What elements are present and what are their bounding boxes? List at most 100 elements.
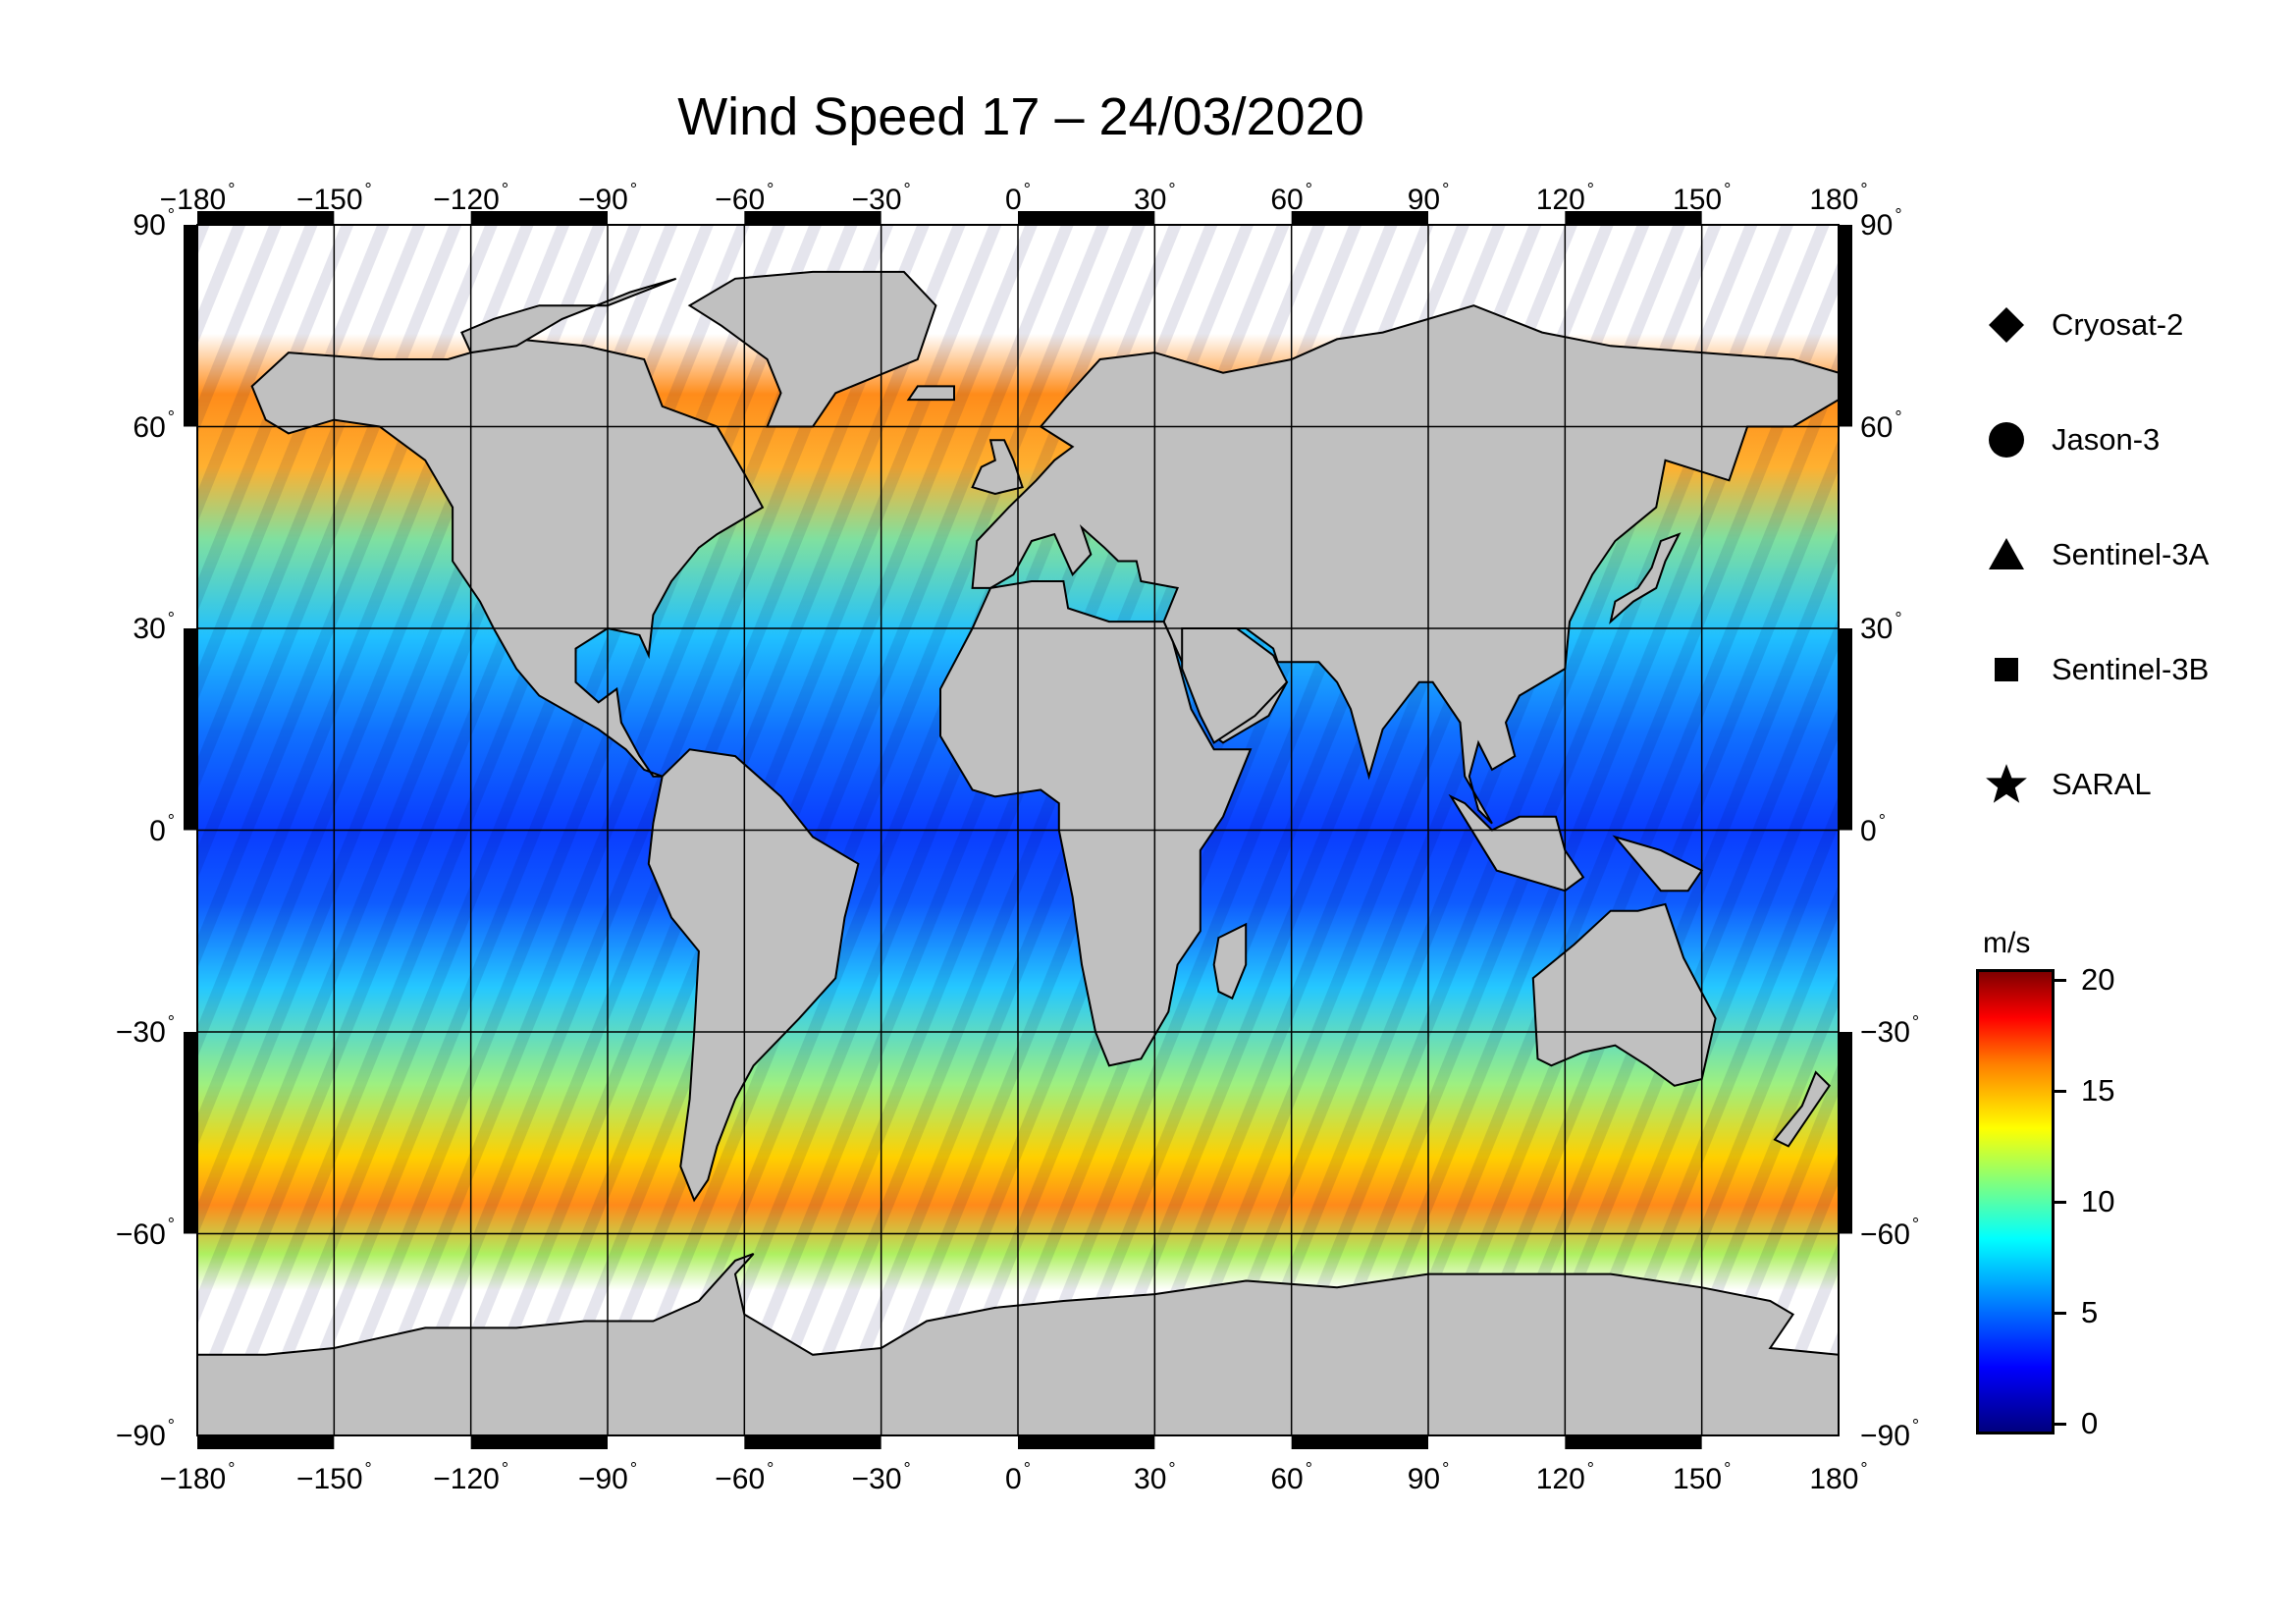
landmass-new-zealand bbox=[1773, 1070, 1831, 1148]
colorbar-tick-mark bbox=[2055, 1312, 2066, 1315]
longitude-label: −60 ° bbox=[715, 1459, 774, 1495]
legend-label: SARAL bbox=[2052, 767, 2152, 801]
longitude-label: −150 ° bbox=[295, 180, 372, 216]
frame-bar bbox=[184, 628, 197, 831]
colorbar-tick-mark bbox=[2055, 1201, 2066, 1204]
chart-title: Wind Speed 17 – 24/03/2020 bbox=[677, 87, 1364, 146]
colorbar-unit: m/s bbox=[1983, 927, 2031, 959]
landmass-eurasia bbox=[971, 304, 1839, 825]
longitude-label: 0 ° bbox=[1005, 180, 1031, 216]
longitude-label: 90 ° bbox=[1407, 1459, 1450, 1495]
colorbar-tick-label: 5 bbox=[2081, 1295, 2099, 1329]
legend-label: Jason-3 bbox=[2052, 422, 2161, 457]
graticule bbox=[197, 225, 1839, 1435]
frame-bar bbox=[197, 211, 335, 225]
latitude-label: −30 ° bbox=[115, 1012, 175, 1049]
longitude-label: −180 ° bbox=[159, 180, 236, 216]
landmass-iceland bbox=[906, 385, 955, 402]
legend-label: Sentinel-3A bbox=[2052, 537, 2210, 571]
frame-bar bbox=[1839, 628, 1852, 831]
latitude-label: 30 ° bbox=[133, 609, 175, 645]
frame-bar bbox=[1839, 1032, 1852, 1234]
frame-bar bbox=[1018, 211, 1155, 225]
diamond-icon bbox=[1983, 301, 2030, 349]
longitude-label: 150 ° bbox=[1673, 1459, 1732, 1495]
longitude-label: 150 ° bbox=[1673, 180, 1732, 216]
longitude-label: 30 ° bbox=[1134, 1459, 1176, 1495]
longitude-label: 90 ° bbox=[1407, 180, 1450, 216]
triangle-icon bbox=[1983, 531, 2030, 578]
colorbar-tick-label: 10 bbox=[2081, 1184, 2115, 1218]
frame-bar bbox=[184, 1032, 197, 1234]
longitude-label: 180 ° bbox=[1809, 1459, 1868, 1495]
latitude-label: 0 ° bbox=[149, 810, 175, 847]
colorbar-tick-label: 20 bbox=[2081, 962, 2115, 997]
frame-bar bbox=[1291, 211, 1428, 225]
legend-label: Cryosat-2 bbox=[2052, 307, 2184, 342]
latitude-label: 60 ° bbox=[1860, 406, 1902, 444]
square-icon bbox=[1983, 646, 2030, 693]
landmass-arctic-islands bbox=[460, 277, 677, 354]
colorbar bbox=[1976, 969, 2055, 1434]
landmass-new-guinea bbox=[1612, 835, 1704, 893]
frame-bar bbox=[184, 225, 197, 427]
longitude-label: 30 ° bbox=[1134, 180, 1176, 216]
frame-bar bbox=[1018, 1435, 1155, 1449]
legend-item: Sentinel-3A bbox=[1983, 530, 2209, 579]
legend-label: Sentinel-3B bbox=[2052, 652, 2210, 686]
longitude-label: −120 ° bbox=[433, 180, 509, 216]
longitude-label: −90 ° bbox=[577, 180, 638, 216]
longitude-label: 60 ° bbox=[1270, 180, 1312, 216]
frame-bar bbox=[1565, 211, 1702, 225]
colorbar-tick-mark bbox=[2055, 1423, 2066, 1426]
longitude-label: 0 ° bbox=[1005, 1459, 1031, 1495]
landmass-british-isles bbox=[971, 439, 1024, 496]
latitude-label: −30 ° bbox=[1860, 1012, 1920, 1049]
latitude-label: −90 ° bbox=[115, 1416, 175, 1452]
colorbar-tick-mark bbox=[2055, 1090, 2066, 1093]
legend-item: Sentinel-3B bbox=[1983, 645, 2209, 694]
landmass-japan bbox=[1609, 532, 1682, 624]
frame-bar bbox=[744, 211, 881, 225]
map-frame-checker bbox=[184, 211, 1852, 1449]
colorbar-tick-label: 15 bbox=[2081, 1073, 2115, 1108]
latitude-label: −60 ° bbox=[115, 1214, 175, 1251]
frame-bar bbox=[470, 1435, 608, 1449]
frame-bar bbox=[1291, 1435, 1428, 1449]
longitude-label: −60 ° bbox=[715, 180, 774, 216]
colorbar-tick-label: 0 bbox=[2081, 1406, 2099, 1440]
frame-bar bbox=[197, 1435, 335, 1449]
circle-icon bbox=[1983, 416, 2030, 463]
latitude-label: −90 ° bbox=[1860, 1416, 1920, 1452]
latitude-label: 30 ° bbox=[1860, 609, 1902, 645]
landmass-greenland bbox=[687, 270, 937, 428]
landmass-madagascar bbox=[1212, 922, 1248, 1001]
colorbar-tick-mark bbox=[2055, 979, 2066, 982]
longitude-label: −150 ° bbox=[295, 1459, 372, 1495]
frame-bar bbox=[1839, 225, 1852, 427]
longitude-label: −180 ° bbox=[159, 1459, 236, 1495]
frame-bar bbox=[1565, 1435, 1702, 1449]
longitude-label: 180 ° bbox=[1809, 180, 1868, 216]
legend-item: Cryosat-2 bbox=[1983, 300, 2183, 350]
longitude-label: −120 ° bbox=[433, 1459, 509, 1495]
latitude-label: 0 ° bbox=[1860, 810, 1886, 847]
longitude-label: −30 ° bbox=[851, 180, 911, 216]
landmass-arabia bbox=[1181, 627, 1289, 744]
longitude-label: 60 ° bbox=[1270, 1459, 1312, 1495]
latitude-label: 90 ° bbox=[1860, 205, 1902, 242]
longitude-label: −30 ° bbox=[851, 1459, 911, 1495]
star-icon bbox=[1983, 761, 2030, 808]
latitude-label: 60 ° bbox=[133, 406, 175, 444]
legend-item: SARAL bbox=[1983, 760, 2152, 809]
latitude-label: 90 ° bbox=[133, 205, 175, 242]
frame-bar bbox=[470, 211, 608, 225]
longitude-label: −90 ° bbox=[577, 1459, 638, 1495]
longitude-label: 120 ° bbox=[1535, 180, 1594, 216]
frame-bar bbox=[744, 1435, 881, 1449]
latitude-label: −60 ° bbox=[1860, 1214, 1920, 1251]
longitude-label: 120 ° bbox=[1535, 1459, 1594, 1495]
landmass-south-america bbox=[647, 748, 860, 1203]
